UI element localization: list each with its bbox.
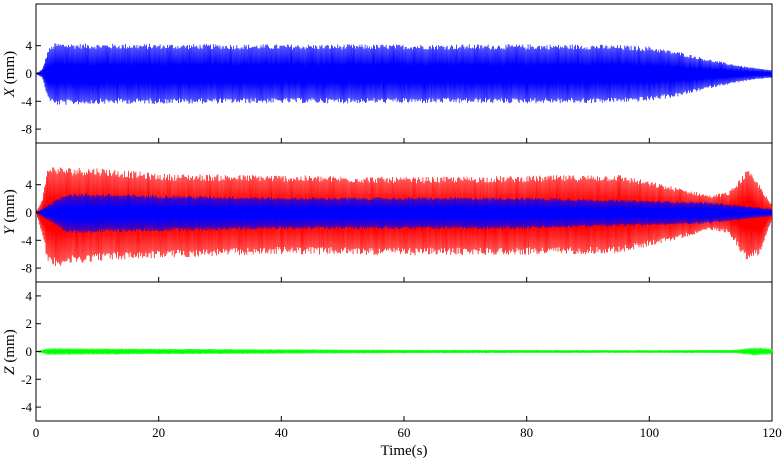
y-tick-label: -2 [21,372,32,387]
y-axis: 4 0 -4 -8 [21,38,773,143]
x-tick-label: 100 [640,425,660,440]
y-tick-label: -4 [21,94,32,109]
y-tick-label: 0 [26,66,33,81]
y-axis-title: X (mm) [2,51,18,98]
y-axis-title: Y (mm) [2,189,18,234]
series-line-1 [35,193,773,234]
series-layer [35,167,773,267]
y-tick-label: -8 [21,261,32,276]
y-tick-label: -8 [21,122,32,137]
y-tick-label: 4 [26,288,33,303]
y-axis: 4 0 -4 -8 [21,177,773,282]
y-tick-label: 0 [26,344,33,359]
panel-x: 4 0 -4 -8 X (mm) [2,3,773,144]
series-layer [35,347,773,356]
y-tick-label: 0 [26,205,33,220]
y-tick-label: 2 [26,316,33,331]
series-line-0 [35,43,773,105]
series-layer [35,43,773,105]
x-tick-label: 0 [33,425,40,440]
x-tick-label: 80 [520,425,533,440]
panel-z: 420-2-4 0 20 40 60 80 100 120 Z (mm) Time(s) [2,281,782,459]
y-axis: 4 2 0 -2 -4 [21,288,773,421]
x-axis: 0 20 40 60 80 100 120 [33,425,782,440]
y-tick-label: 4 [26,177,33,192]
y-tick-label: 4 [26,38,33,53]
x-axis-title: Time(s) [381,443,428,459]
y-tick-label: -4 [21,400,32,415]
x-tick-label: 120 [762,425,782,440]
x-tick-label: 60 [398,425,411,440]
series-line-0 [35,347,773,356]
y-axis-title: Z (mm) [2,329,18,374]
x-tick-label: 40 [275,425,288,440]
y-tick-label: -4 [21,233,32,248]
x-tick-label: 20 [152,425,165,440]
panel-y: 4 0 -4 -8 Y (mm) [2,142,773,283]
